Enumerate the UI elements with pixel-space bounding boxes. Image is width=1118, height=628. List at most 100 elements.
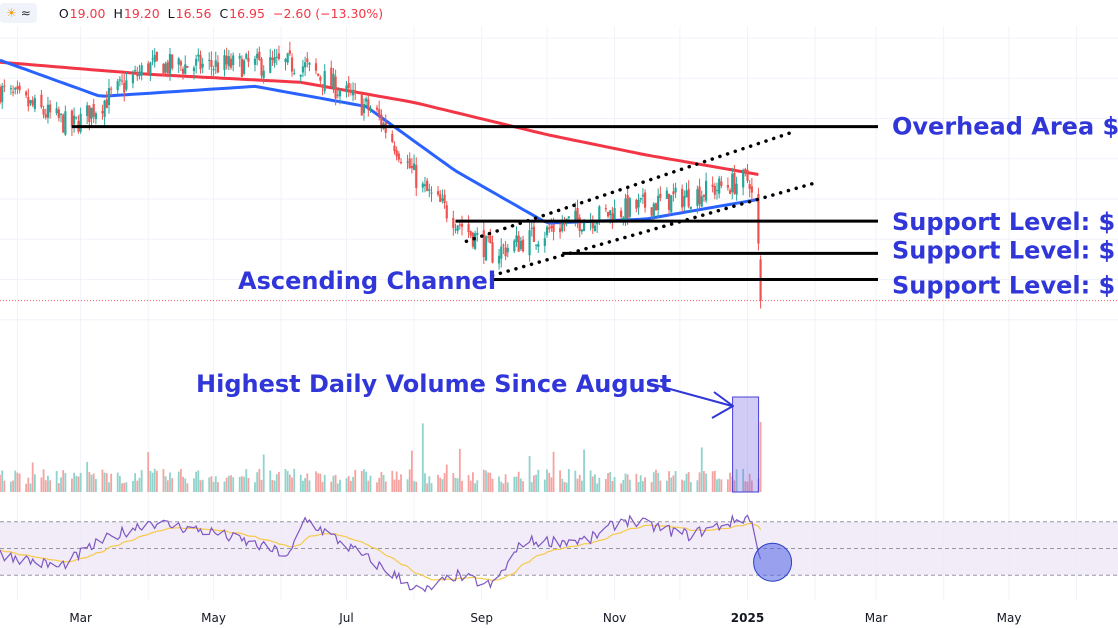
candle	[79, 107, 82, 134]
candle	[90, 107, 93, 127]
candle-body	[711, 184, 714, 187]
volume-bar	[461, 480, 463, 492]
candle	[70, 109, 74, 136]
volume-bar	[349, 481, 352, 492]
candle-body	[323, 71, 326, 92]
candle	[256, 48, 259, 66]
candle-body	[576, 207, 579, 220]
volume-bar	[79, 472, 82, 492]
volume-bar	[247, 477, 250, 492]
candle	[336, 87, 339, 99]
volume-bar	[86, 461, 89, 492]
indicator-toggle[interactable]: ☀ ≈	[0, 3, 37, 23]
candle	[635, 198, 638, 213]
volume-bar	[71, 478, 73, 492]
volume-bar	[288, 474, 291, 492]
candle-body	[369, 109, 372, 111]
volume-bar	[31, 462, 34, 492]
candle-body	[558, 228, 562, 233]
candle	[227, 49, 230, 71]
candle-body	[484, 236, 488, 261]
candle-body	[436, 191, 440, 195]
volume-bar	[705, 473, 708, 492]
candle	[25, 90, 28, 99]
candle	[487, 234, 490, 243]
candle-body	[116, 81, 119, 90]
candle-body	[515, 235, 518, 242]
candle-body	[744, 168, 747, 172]
candle-body	[64, 111, 67, 135]
candle	[33, 94, 36, 113]
volume-bar	[668, 471, 670, 492]
volume-bar	[750, 480, 753, 492]
candle-body	[399, 162, 403, 164]
moving-averages	[0, 58, 1118, 302]
candle	[415, 157, 418, 197]
candle-body	[667, 193, 671, 211]
volume-bar	[748, 473, 751, 492]
volume-bar	[319, 473, 322, 492]
candle	[469, 230, 472, 239]
candle-body	[563, 223, 566, 225]
volume-bar	[334, 474, 337, 492]
candle-body	[718, 178, 721, 194]
volume-bar	[624, 473, 627, 492]
candle-body	[582, 222, 586, 232]
candle-body	[443, 194, 446, 204]
candle-body	[286, 53, 289, 63]
x-axis-tick-label: Jul	[338, 611, 353, 625]
candle-body	[27, 97, 30, 107]
volume-bar	[726, 479, 729, 492]
candle	[225, 47, 228, 70]
volume-bar	[1, 470, 4, 492]
volume-bar	[504, 474, 507, 492]
candle	[484, 234, 488, 261]
candle-body	[208, 59, 211, 61]
candle	[323, 64, 326, 95]
candle-body	[197, 54, 200, 57]
volume-bar	[452, 473, 455, 492]
volume-bar	[256, 472, 259, 492]
close-label: C	[219, 5, 229, 21]
candle-body	[456, 225, 459, 231]
candle-body	[735, 183, 738, 195]
candle	[140, 62, 143, 81]
candle-body	[535, 244, 538, 246]
volume-bar	[90, 474, 93, 492]
volume-bar	[208, 477, 211, 492]
candle	[31, 96, 34, 108]
candle	[351, 82, 355, 102]
candle-body	[742, 169, 745, 188]
candle	[186, 65, 189, 68]
volume-bar	[363, 469, 365, 492]
candle	[210, 51, 213, 76]
volume-bar	[642, 481, 644, 492]
volume-bar	[12, 480, 14, 492]
volume-bar	[519, 478, 522, 492]
volume-bar	[410, 450, 413, 492]
candle-body	[731, 173, 734, 192]
volume-bar	[607, 473, 609, 492]
candle-body	[513, 240, 516, 252]
volume-bar	[317, 473, 320, 492]
candle-body	[550, 226, 553, 229]
candle-body	[149, 62, 152, 74]
candle-body	[620, 210, 623, 217]
volume-bar	[533, 475, 535, 492]
volume-bar	[472, 472, 474, 492]
candle	[689, 206, 692, 213]
x-axis-tick-label: May	[997, 611, 1022, 625]
candle	[118, 76, 121, 87]
candle-body	[125, 80, 128, 90]
candle	[262, 65, 265, 84]
volume-bar	[151, 472, 154, 492]
candle-body	[476, 232, 479, 235]
candle	[430, 186, 433, 202]
candle	[543, 231, 546, 253]
candle	[687, 180, 690, 209]
candle	[271, 50, 274, 66]
candle-body	[720, 181, 723, 186]
volume-bar	[315, 471, 317, 492]
candle	[548, 222, 551, 233]
